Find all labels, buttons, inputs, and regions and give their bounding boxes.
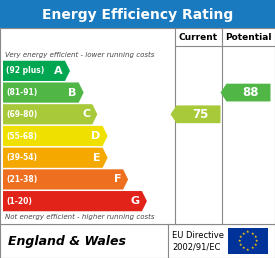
Text: ★: ★ (238, 239, 241, 243)
Text: F: F (114, 174, 121, 184)
Text: ★: ★ (251, 246, 254, 251)
Polygon shape (3, 61, 70, 81)
Text: (39-54): (39-54) (6, 153, 37, 162)
Text: G: G (131, 196, 140, 206)
Text: D: D (91, 131, 101, 141)
Text: EU Directive: EU Directive (172, 231, 224, 240)
Text: (21-38): (21-38) (6, 175, 37, 184)
Polygon shape (3, 191, 147, 211)
Text: (92 plus): (92 plus) (6, 66, 44, 75)
Polygon shape (3, 169, 128, 190)
Text: ★: ★ (254, 243, 257, 247)
Text: Very energy efficient - lower running costs: Very energy efficient - lower running co… (5, 52, 154, 58)
Text: England & Wales: England & Wales (8, 235, 126, 248)
Text: Not energy efficient - higher running costs: Not energy efficient - higher running co… (5, 214, 155, 220)
Text: ★: ★ (254, 235, 257, 239)
Text: ★: ★ (242, 246, 246, 251)
Text: Current: Current (179, 33, 218, 42)
Text: ★: ★ (239, 235, 242, 239)
Text: Potential: Potential (225, 33, 272, 42)
Polygon shape (3, 126, 108, 146)
Text: ★: ★ (239, 243, 242, 247)
Text: A: A (54, 66, 63, 76)
Bar (0, 224, 275, 258)
Polygon shape (221, 84, 271, 101)
Text: ★: ★ (255, 239, 258, 243)
Polygon shape (3, 148, 108, 168)
Text: (81-91): (81-91) (6, 88, 37, 97)
Text: ★: ★ (246, 230, 250, 235)
Text: B: B (68, 87, 77, 98)
Text: 88: 88 (242, 86, 259, 99)
Text: (69-80): (69-80) (6, 110, 37, 119)
Text: (55-68): (55-68) (6, 132, 37, 141)
Text: ★: ★ (246, 248, 250, 252)
Text: C: C (82, 109, 90, 119)
Polygon shape (3, 104, 97, 124)
Text: E: E (93, 153, 101, 163)
Bar (0, 28, 275, 224)
Text: 75: 75 (192, 108, 209, 121)
Text: ★: ★ (242, 232, 246, 236)
Bar (228, 228, 268, 254)
Text: (1-20): (1-20) (6, 197, 32, 206)
Polygon shape (3, 83, 84, 103)
Text: Energy Efficiency Rating: Energy Efficiency Rating (42, 7, 233, 22)
Text: 2002/91/EC: 2002/91/EC (172, 243, 220, 252)
Text: ★: ★ (251, 232, 254, 236)
Bar (0, 0, 275, 28)
Polygon shape (170, 105, 221, 123)
